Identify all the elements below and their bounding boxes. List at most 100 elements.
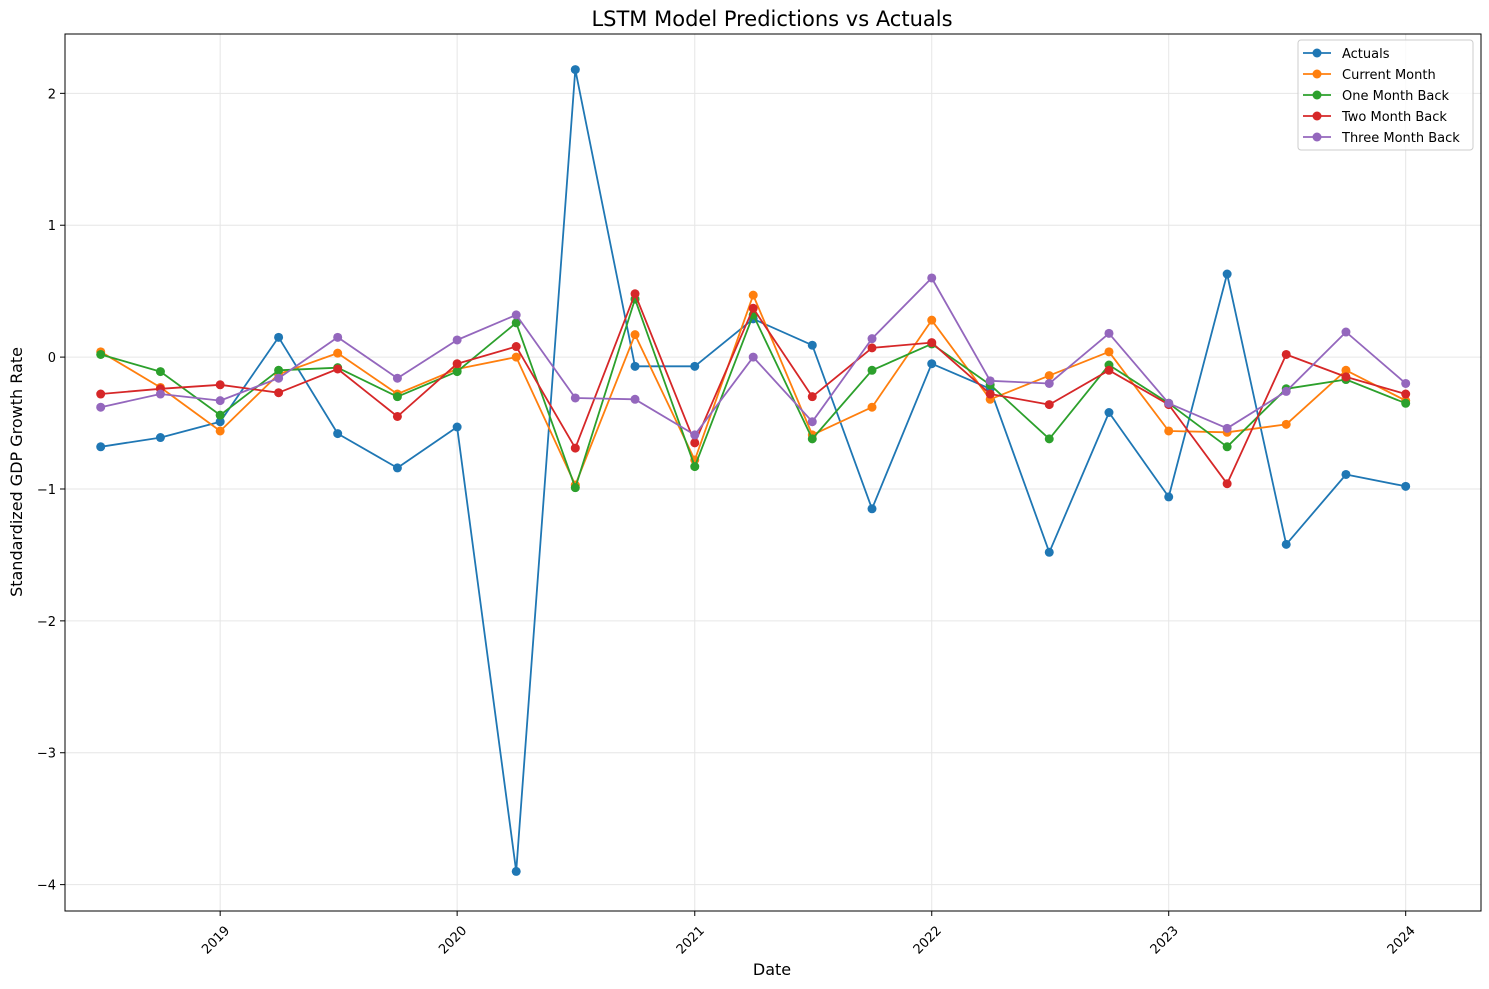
x-tick-label: 2020	[436, 923, 470, 957]
legend-frame	[1297, 39, 1474, 151]
data-point	[452, 367, 462, 377]
series-group	[96, 65, 1411, 876]
data-point	[511, 866, 521, 876]
data-point	[1341, 372, 1351, 382]
data-point	[1222, 442, 1232, 452]
data-point	[96, 389, 106, 399]
data-point	[630, 289, 640, 299]
data-point	[690, 462, 700, 472]
data-point	[630, 361, 640, 371]
data-point	[215, 426, 225, 436]
x-axis-ticks: 2019 2020 2021 2022 2023 2024	[199, 911, 1419, 957]
data-point	[333, 332, 343, 342]
data-point	[807, 417, 817, 427]
data-point	[630, 330, 640, 340]
data-point	[155, 433, 165, 443]
data-point	[1222, 423, 1232, 433]
legend-swatch-marker	[1312, 132, 1322, 142]
legend-label: Current Month	[1342, 68, 1436, 83]
chart-legend: Actuals Current Month One Month Back Two Mo…	[1297, 39, 1474, 151]
y-tick-label: −1	[37, 483, 56, 498]
series-line	[100, 294, 1407, 486]
data-point	[392, 463, 402, 473]
data-point	[392, 392, 402, 402]
data-point	[985, 376, 995, 386]
data-point	[1044, 547, 1054, 557]
legend-item: One Month Back	[1303, 89, 1450, 104]
data-point	[1044, 400, 1054, 410]
legend-item: Actuals	[1303, 47, 1390, 62]
data-point	[215, 410, 225, 420]
data-point	[155, 389, 165, 399]
data-point	[807, 340, 817, 350]
data-point	[96, 402, 106, 412]
y-tick-label: 2	[48, 87, 56, 102]
data-point	[96, 349, 106, 359]
data-point	[1401, 389, 1411, 399]
data-point	[748, 303, 758, 313]
data-point	[570, 483, 580, 493]
data-point	[511, 318, 521, 328]
legend-item: Two Month Back	[1303, 110, 1447, 125]
data-point	[1044, 378, 1054, 388]
chart-title: LSTM Model Predictions vs Actuals	[591, 7, 952, 31]
y-axis-title: Standardized GDP Growth Rate	[7, 347, 26, 597]
legend-swatch-marker	[1312, 90, 1322, 100]
data-point	[1401, 398, 1411, 408]
legend-label: One Month Back	[1342, 89, 1450, 104]
data-point	[274, 388, 284, 398]
data-point	[1341, 327, 1351, 337]
y-tick-label: 0	[48, 351, 56, 366]
x-tick-label: 2022	[911, 923, 945, 957]
x-tick-label: 2019	[199, 923, 233, 957]
data-point	[155, 367, 165, 377]
data-point	[1281, 419, 1291, 429]
data-point	[867, 365, 877, 375]
data-point	[1281, 539, 1291, 549]
series-three-month-back	[96, 273, 1411, 440]
data-point	[1104, 328, 1114, 338]
data-point	[807, 392, 817, 402]
legend-label: Actuals	[1342, 47, 1390, 62]
data-point	[570, 65, 580, 75]
data-point	[333, 429, 343, 439]
data-point	[1401, 378, 1411, 388]
data-point	[748, 352, 758, 362]
data-point	[690, 361, 700, 371]
series-actuals	[96, 65, 1411, 876]
data-point	[1401, 481, 1411, 491]
data-point	[1222, 479, 1232, 489]
data-point	[333, 348, 343, 358]
x-tick-label: 2023	[1148, 923, 1182, 957]
data-point	[1044, 371, 1054, 381]
data-point	[1341, 365, 1351, 375]
data-point	[274, 373, 284, 383]
data-point	[867, 504, 877, 514]
data-point	[215, 380, 225, 390]
x-axis-title: Date	[753, 960, 791, 979]
data-point	[867, 343, 877, 353]
data-point	[333, 364, 343, 374]
legend-label: Three Month Back	[1341, 131, 1460, 146]
y-tick-label: 1	[48, 219, 56, 234]
data-point	[927, 338, 937, 348]
data-point	[630, 394, 640, 404]
series-two-month-back	[96, 289, 1411, 489]
data-point	[570, 443, 580, 453]
data-point	[511, 342, 521, 352]
x-tick-label: 2021	[674, 923, 708, 957]
data-point	[690, 438, 700, 448]
data-point	[1044, 434, 1054, 444]
data-point	[867, 334, 877, 344]
data-point	[1104, 365, 1114, 375]
y-tick-label: −2	[37, 615, 56, 630]
data-point	[1341, 469, 1351, 479]
legend-swatch-marker	[1312, 111, 1322, 121]
y-tick-label: −3	[37, 747, 56, 762]
data-point	[807, 434, 817, 444]
data-point	[511, 310, 521, 320]
data-point	[927, 273, 937, 283]
data-point	[985, 389, 995, 399]
data-point	[452, 335, 462, 345]
